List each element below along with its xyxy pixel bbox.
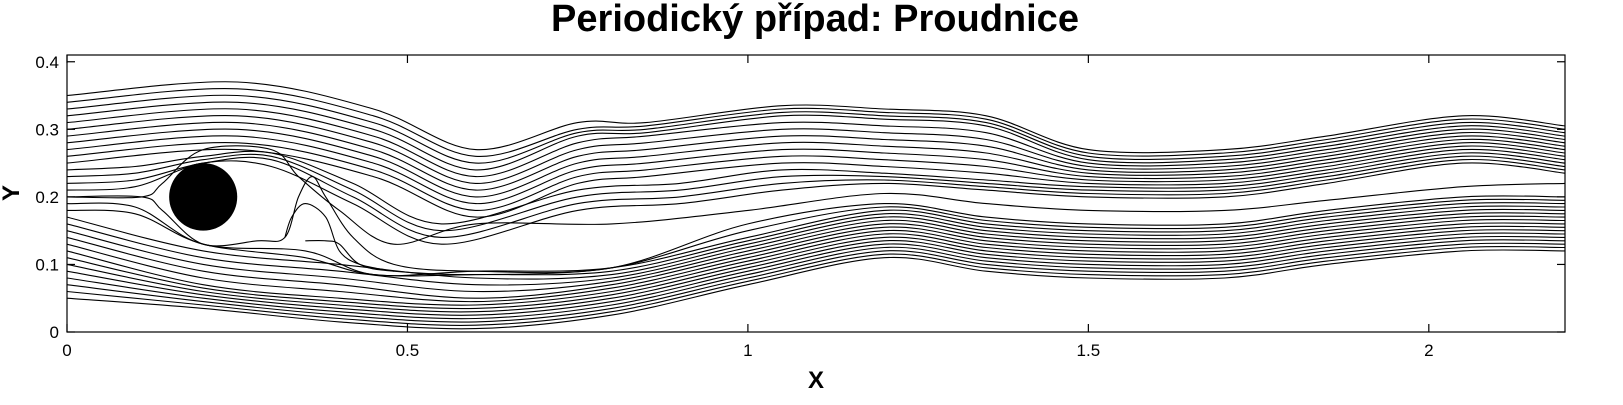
y-tick-label: 0.2 (35, 188, 59, 207)
x-axis-label: X (808, 367, 824, 394)
streamline-15 (67, 160, 1565, 245)
streamline-1 (67, 81, 1565, 154)
streamline-6 (67, 115, 1565, 184)
streamline-24 (67, 215, 1565, 293)
streamline-4 (67, 101, 1565, 171)
streamline-8 (67, 128, 1565, 198)
y-axis-label: Y (0, 185, 25, 201)
streamline-27 (67, 225, 1565, 306)
streamline-34 (67, 249, 1565, 330)
x-tick-label: 1.5 (1077, 341, 1101, 360)
streamline-9 (67, 135, 1565, 205)
streamline-16 (67, 145, 1565, 245)
streamline-20 (67, 202, 1565, 277)
streamline-25 (67, 218, 1565, 299)
streamline-33 (67, 245, 1565, 326)
streamline-17 (67, 176, 1565, 274)
y-tick-label: 0.1 (35, 255, 59, 274)
streamline-2 (67, 87, 1565, 157)
streamline-29 (67, 232, 1565, 313)
streamline-13 (67, 153, 1565, 232)
streamline-26 (67, 222, 1565, 303)
streamlines (67, 81, 1565, 330)
streamline-31 (67, 239, 1565, 320)
streamline-5 (67, 108, 1565, 178)
y-tick-label: 0.4 (35, 53, 59, 72)
streamline-30 (67, 235, 1565, 316)
x-tick-label: 0.5 (396, 341, 420, 360)
streamline-14 (67, 156, 1565, 238)
x-tick-label: 0 (62, 341, 71, 360)
streamline-21 (67, 205, 1565, 277)
streamline-19 (305, 198, 1565, 276)
streamline-23 (67, 212, 1565, 286)
chart-title: Periodický případ: Proudnice (551, 0, 1079, 40)
streamline-10 (67, 142, 1565, 211)
cylinder-obstacle (169, 163, 238, 231)
streamline-32 (67, 242, 1565, 323)
streamline-11 (67, 148, 1565, 218)
y-axis: 0 0.1 0.2 0.3 0.4 (35, 53, 1565, 342)
y-tick-label: 0 (50, 323, 59, 342)
obstacle-layer (169, 163, 238, 231)
streamline-3 (67, 94, 1565, 164)
x-tick-label: 2 (1424, 341, 1433, 360)
x-tick-label: 1 (743, 341, 752, 360)
streamline-7 (67, 121, 1565, 191)
streamline-22 (67, 208, 1565, 280)
y-tick-label: 0.3 (35, 120, 59, 139)
x-axis: 0 0.5 1 1.5 2 (62, 55, 1434, 360)
streamline-28 (67, 229, 1565, 310)
plot-area (66, 54, 1566, 333)
plot-frame (66, 54, 1566, 333)
streamline-12 (67, 150, 1565, 225)
